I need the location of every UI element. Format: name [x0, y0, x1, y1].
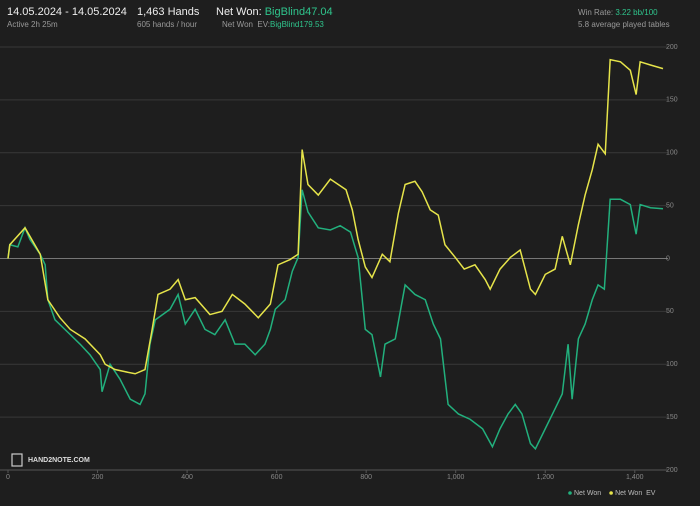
legend-marker	[609, 491, 613, 495]
series-line	[7, 58, 664, 375]
y-tick-label: 100	[666, 361, 678, 368]
logo: HAND2NOTE.COM	[28, 457, 90, 464]
label: Net Won:	[216, 6, 262, 18]
net-won: Net Won: BigBlind47.04	[216, 6, 333, 18]
y-tick-label: 200	[666, 467, 678, 474]
x-tick-label: 200	[92, 474, 104, 481]
x-tick-label: 600	[271, 474, 283, 481]
logo-icon	[11, 453, 23, 467]
active: Active 2h 25m	[7, 20, 58, 29]
value: 3.22 bb/100	[615, 8, 658, 17]
win-rate: Win Rate: 3.22 bb/100	[578, 8, 658, 17]
date-range: 14.05.2024 - 14.05.2024	[7, 6, 127, 18]
x-tick-label: 0	[6, 474, 10, 481]
y-tick-label: 150	[666, 97, 678, 104]
x-tick-label: 1,000	[447, 474, 465, 481]
label: Win Rate:	[578, 8, 614, 17]
tables: 5.8 average played tables	[578, 20, 670, 29]
legend-label: Net Won	[574, 490, 601, 497]
hands-per-hour: 605 hands / hour	[137, 20, 198, 29]
y-tick-label: 50	[666, 202, 674, 209]
y-tick-label: 150	[666, 414, 678, 421]
value: BigBlind179.53	[270, 20, 324, 29]
x-tick-label: 400	[181, 474, 193, 481]
legend-label: Net Won EV	[615, 490, 656, 497]
y-tick-label: 100	[666, 150, 678, 157]
x-tick-label: 1,200	[536, 474, 554, 481]
value: BigBlind47.04	[264, 6, 333, 18]
legend-marker	[568, 491, 572, 495]
x-tick-label: 1,400	[626, 474, 644, 481]
hands: 1,463 Hands	[137, 6, 200, 18]
label: Net Won EV:	[222, 20, 271, 29]
x-tick-label: 800	[360, 474, 372, 481]
net-won-ev: Net Won EV:BigBlind179.53	[222, 20, 324, 29]
y-tick-label: 50	[666, 308, 674, 315]
series-line	[7, 189, 664, 451]
y-tick-label: 200	[666, 44, 678, 51]
y-tick-label: 0	[666, 255, 670, 262]
